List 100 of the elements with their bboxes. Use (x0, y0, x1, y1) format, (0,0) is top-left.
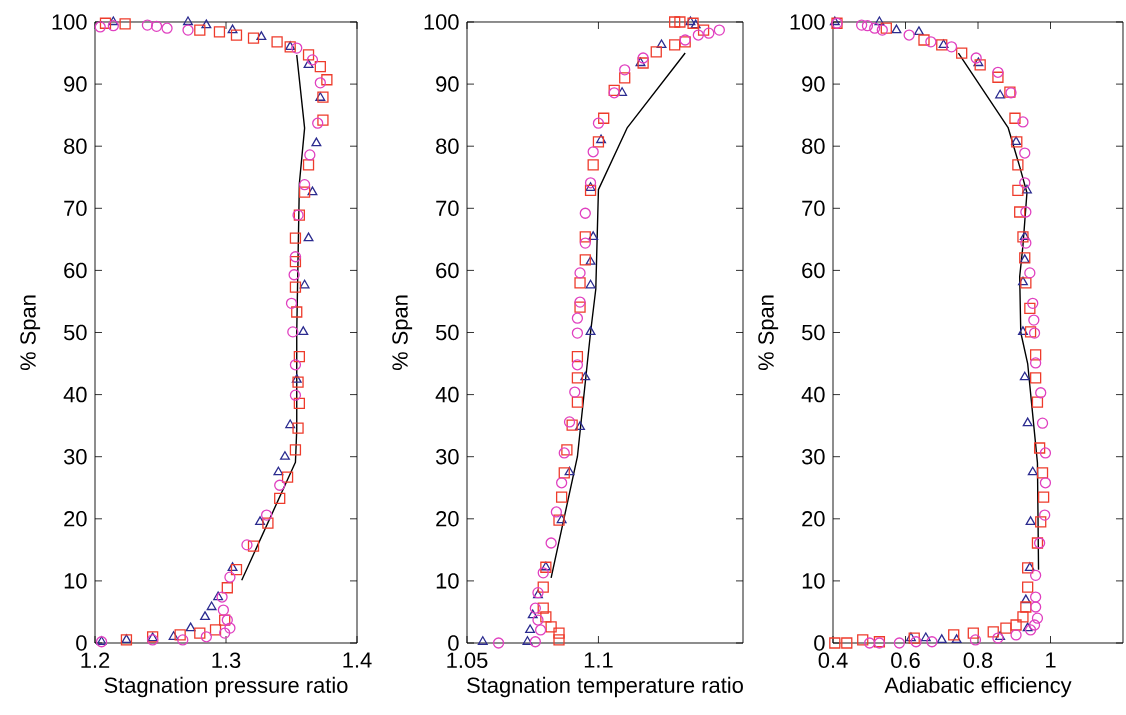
point (1020, 594, 1031, 604)
point (918, 34, 930, 46)
point (298, 326, 309, 336)
point (293, 397, 306, 409)
point (697, 24, 710, 36)
point (1029, 591, 1042, 603)
point (587, 146, 599, 158)
y-tick-label: 10 (64, 573, 87, 589)
point (945, 41, 958, 53)
point (289, 256, 302, 268)
point (905, 632, 916, 642)
point (1010, 619, 1022, 631)
point (540, 611, 552, 623)
point (992, 66, 1004, 78)
point (995, 631, 1006, 640)
point (569, 386, 581, 398)
point (1022, 581, 1034, 593)
point (948, 629, 960, 641)
point (580, 371, 591, 381)
point (291, 306, 303, 318)
point (637, 52, 649, 64)
point (1029, 357, 1042, 369)
point (247, 32, 260, 44)
y-tick-label: 10 (436, 573, 459, 589)
point (592, 136, 605, 148)
point (1027, 466, 1038, 476)
point (262, 517, 274, 529)
point (1024, 326, 1037, 338)
y-tick-label: 40 (435, 386, 459, 403)
point (532, 614, 544, 626)
point (936, 634, 947, 644)
x-tick-label: 1.1 (584, 652, 613, 668)
point (967, 627, 979, 639)
point (200, 611, 211, 621)
y-tick-label: 80 (436, 138, 459, 154)
point (227, 562, 238, 572)
point (194, 24, 206, 36)
point (303, 59, 314, 68)
y-tick-label: 60 (436, 262, 459, 279)
point (289, 389, 302, 401)
point (1024, 624, 1037, 636)
point (575, 421, 586, 431)
point (292, 376, 304, 388)
point (529, 602, 541, 614)
point (1031, 612, 1044, 624)
y-tick-label: 0 (814, 635, 825, 651)
y-tick-label: 90 (64, 76, 87, 92)
point (617, 87, 628, 96)
point (1021, 184, 1032, 194)
y-tick-label: 60 (802, 262, 825, 279)
point (585, 256, 596, 265)
point (574, 301, 586, 313)
point (161, 22, 173, 34)
point (289, 281, 302, 293)
point (1009, 112, 1021, 124)
y-tick-label: 50 (63, 324, 87, 341)
line-series (550, 52, 686, 579)
x-tick-label: 0.8 (963, 652, 993, 669)
y-tick-label: 50 (802, 324, 825, 341)
point (1017, 326, 1028, 336)
point (537, 602, 549, 614)
point (1024, 302, 1036, 314)
point (182, 24, 194, 36)
point (247, 540, 260, 552)
point (94, 21, 106, 33)
point (674, 16, 686, 28)
point (903, 29, 915, 41)
x-tick-label: 0.6 (891, 652, 920, 669)
point (995, 89, 1006, 99)
point (174, 629, 186, 641)
y-tick-label: 70 (436, 200, 459, 217)
y-tick-label: 30 (435, 448, 459, 465)
point (274, 479, 286, 491)
point (119, 18, 131, 30)
point (1039, 477, 1052, 489)
point (585, 326, 596, 336)
point (880, 22, 892, 34)
point (537, 581, 549, 593)
point (287, 326, 299, 338)
point (571, 372, 584, 384)
point (861, 20, 874, 32)
point (306, 54, 319, 66)
point (522, 636, 533, 645)
point (1028, 619, 1041, 631)
point (1033, 442, 1046, 454)
point (656, 39, 667, 49)
point (1014, 206, 1026, 218)
x-tick-label: 1 (1046, 652, 1056, 668)
point (1028, 314, 1040, 326)
point (650, 46, 662, 58)
point (920, 632, 931, 642)
point (141, 19, 154, 31)
point (956, 47, 968, 59)
point (206, 601, 217, 611)
point (579, 231, 591, 243)
point (584, 184, 597, 196)
point (304, 149, 316, 161)
point (545, 621, 557, 633)
y-tick-label: 0 (76, 635, 87, 651)
point (1000, 622, 1012, 634)
